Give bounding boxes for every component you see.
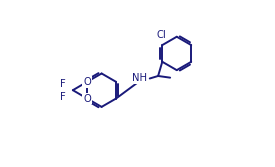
Text: O: O: [83, 94, 91, 104]
Text: F: F: [60, 79, 66, 89]
Text: Cl: Cl: [156, 30, 166, 40]
Text: F: F: [60, 92, 66, 102]
Text: O: O: [83, 77, 91, 87]
Text: NH: NH: [132, 73, 147, 84]
